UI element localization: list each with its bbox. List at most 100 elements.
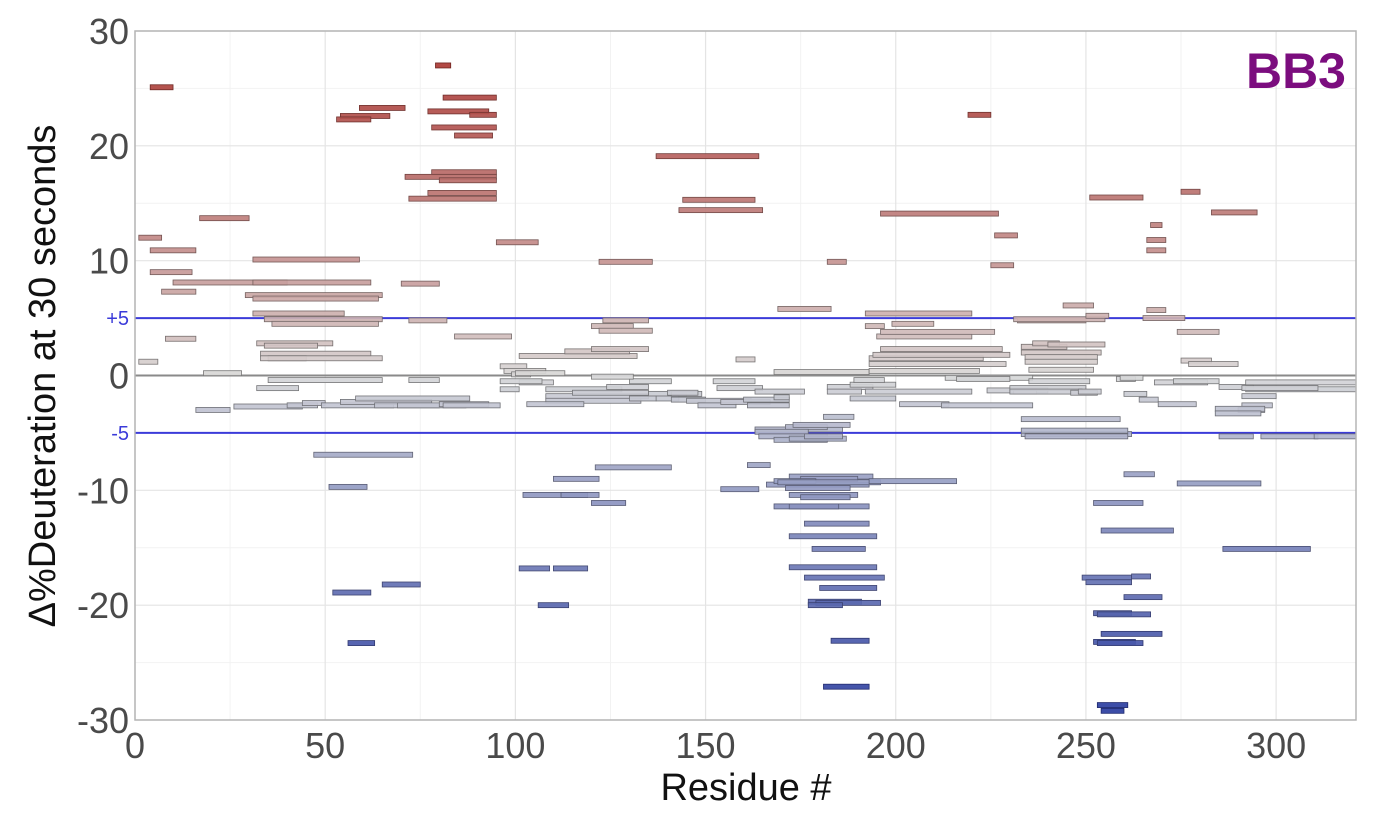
peptide-segment <box>1123 390 1148 397</box>
peptide-segment <box>149 84 174 91</box>
peptide-segment <box>138 234 163 241</box>
peptide-segment <box>1100 527 1174 534</box>
y-tick-label: 0 <box>109 356 129 397</box>
peptide-segment <box>956 376 1011 382</box>
y-tick-label: 20 <box>89 126 129 167</box>
peptide-segment <box>332 589 372 596</box>
peptide-segment <box>1028 378 1091 385</box>
peptide-segment <box>807 602 843 609</box>
x-tick-label: 150 <box>676 725 736 766</box>
peptide-segment <box>359 105 406 111</box>
peptide-segment <box>1024 358 1098 365</box>
peptide-segment <box>199 215 250 222</box>
peptide-segment <box>804 520 870 527</box>
peptide-segment <box>864 323 885 330</box>
peptide-segment <box>400 280 440 287</box>
peptide-segment <box>777 305 832 312</box>
peptide-segment <box>880 346 1003 352</box>
peptide-segment <box>149 269 193 276</box>
peptide-segment <box>469 111 497 118</box>
peptide-segment <box>149 247 197 254</box>
peptide-segment <box>1119 374 1144 381</box>
peptide-segment <box>336 116 372 123</box>
peptide-segment <box>442 94 497 101</box>
peptide-segment <box>514 370 566 377</box>
peptide-segment <box>940 402 1034 409</box>
peptide-segment <box>1096 611 1151 618</box>
peptide-segment <box>1020 427 1129 434</box>
peptide-segment <box>526 401 585 408</box>
peptide-segment <box>1176 328 1220 335</box>
peptide-segment <box>1241 385 1319 392</box>
peptide-segment <box>408 195 497 202</box>
peptide-segment <box>788 533 878 540</box>
peptide-segment <box>880 210 999 217</box>
peptide-segment <box>823 683 870 690</box>
peptide-segment <box>629 395 657 402</box>
peptide-segment <box>868 361 1007 367</box>
peptide-segment <box>891 320 935 327</box>
peptide-segment <box>454 333 512 340</box>
peptide-segment <box>712 378 756 385</box>
peptide-segment <box>773 394 790 401</box>
peptide-segment <box>1214 410 1262 417</box>
peptide-segment <box>537 602 570 609</box>
peptide-segment <box>438 177 497 184</box>
peptide-segment <box>606 384 649 390</box>
peptide-segment <box>1020 416 1121 423</box>
x-tick-labels: 0 50 100 150 200 250 300 <box>125 725 1306 766</box>
peptide-segment <box>655 153 760 160</box>
peptide-segment <box>165 335 197 342</box>
peptide-segment <box>773 369 870 375</box>
peptide-segment <box>260 355 383 362</box>
peptide-segment <box>788 503 840 510</box>
panel-label: BB3 <box>1246 43 1346 99</box>
y-tick-label: 10 <box>89 241 129 282</box>
peptide-segment <box>754 388 805 395</box>
peptide-segment <box>598 258 653 265</box>
peptide-segment <box>560 492 600 498</box>
peptide-segment <box>1096 702 1129 708</box>
reference-line-label: -5 <box>111 423 129 445</box>
peptide-segment <box>267 377 383 383</box>
y-axis-title: Δ%Deuteration at 30 seconds <box>22 125 64 628</box>
peptide-segment <box>1245 379 1357 386</box>
peptide-segment <box>252 295 379 302</box>
peptide-segment <box>553 475 600 482</box>
peptide-segment <box>1062 302 1094 309</box>
peptide-segment <box>1013 316 1106 323</box>
peptide-segment <box>990 262 1015 269</box>
peptide-segment <box>252 256 360 263</box>
peptide-segment <box>442 402 501 409</box>
peptide-segment <box>720 486 760 493</box>
peptide-segment <box>792 421 851 428</box>
peptide-segment <box>1146 237 1167 243</box>
peptide-segment <box>800 494 851 501</box>
peptide-segment <box>1047 341 1106 348</box>
peptide-segment <box>697 402 737 409</box>
x-tick-label: 100 <box>485 725 545 766</box>
peptide-segment <box>1085 579 1132 586</box>
peptide-segment <box>868 478 958 485</box>
peptide-segment <box>1146 307 1167 313</box>
peptide-segment <box>1123 471 1155 478</box>
peptide-segment <box>864 310 973 317</box>
peptide-segment <box>811 545 866 552</box>
peptide-segment <box>499 386 520 393</box>
peptide-segment <box>864 388 973 395</box>
peptide-segment <box>553 565 589 572</box>
x-tick-label: 50 <box>305 725 345 766</box>
peptide-segment <box>1173 378 1220 385</box>
x-tick-label: 0 <box>125 725 145 766</box>
peptide-segment <box>1131 573 1151 580</box>
peptide-segment <box>880 328 996 335</box>
peptide-segment <box>427 190 497 196</box>
peptide-segment <box>1211 209 1258 216</box>
y-tick-label: -30 <box>77 700 129 741</box>
peptide-segment <box>716 385 764 392</box>
peptide-segment <box>747 462 771 468</box>
peptide-segment <box>252 310 345 317</box>
peptide-segment <box>868 368 980 374</box>
peptide-segment <box>195 407 231 413</box>
